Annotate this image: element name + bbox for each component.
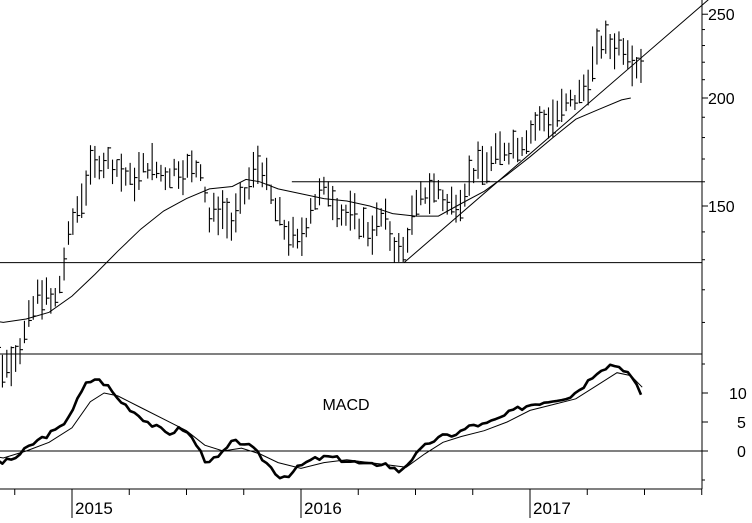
signal-line (0, 372, 643, 469)
macd-panel: MACD (0, 363, 702, 480)
price-y-tick-label: 200 (708, 91, 735, 108)
macd-line (0, 363, 643, 480)
macd-y-tick-label: 5 (737, 415, 746, 432)
macd-y-tick-label: 0 (737, 444, 746, 461)
x-year-label: 2015 (75, 499, 113, 518)
x-year-label: 2016 (304, 499, 342, 518)
price-y-tick-label: 250 (708, 7, 735, 24)
macd-y-tick-label: 10 (729, 386, 747, 403)
uptrend-line (403, 0, 709, 263)
macd-title: MACD (322, 397, 369, 414)
moving-average-line (0, 97, 631, 323)
price-y-tick-label: 150 (708, 199, 735, 216)
x-year-label: 2017 (533, 499, 571, 518)
price-panel (0, 0, 709, 388)
